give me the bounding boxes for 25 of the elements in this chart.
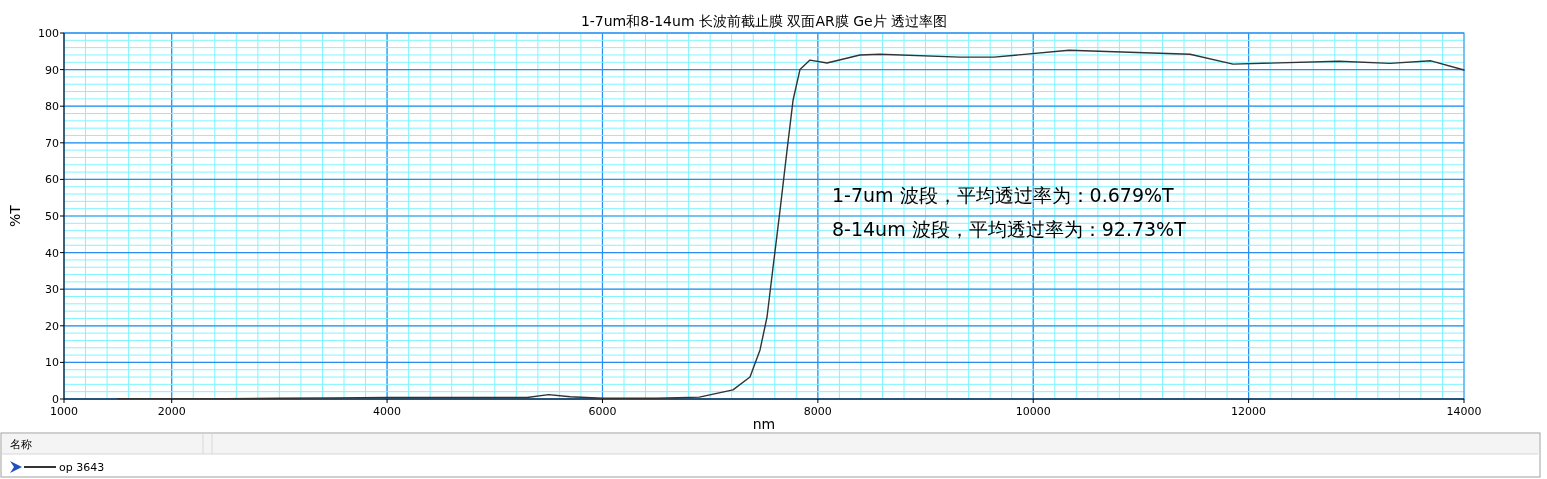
y-tick-label: 70	[45, 136, 59, 150]
x-tick-label: 6000	[588, 405, 617, 418]
x-axis-title: nm	[752, 416, 776, 432]
chart-title: 1-7um和8-14um 长波前截止膜 双面AR膜 Ge片 透过率图	[580, 13, 948, 29]
y-tick-label: 10	[45, 356, 59, 370]
y-tick-label: 20	[45, 319, 59, 333]
y-tick-label: 80	[45, 100, 59, 114]
legend-label: op 3643	[59, 461, 105, 474]
x-tick-label: 12000	[1231, 405, 1267, 418]
legend: 名称 op 3643	[0, 432, 1541, 478]
y-tick-label: 40	[45, 246, 59, 260]
x-tick-label: 2000	[157, 405, 186, 418]
x-tick-label: 1000	[50, 405, 78, 418]
x-tick-label: 4000	[373, 405, 402, 418]
y-tick-label: 30	[45, 283, 59, 297]
x-tick-label: 8000	[803, 405, 832, 418]
x-tick-label: 10000	[1015, 405, 1051, 418]
y-axis-title: %T	[7, 204, 23, 227]
x-tick-label: 14000	[1446, 405, 1482, 418]
y-tick-label: 0	[52, 393, 59, 406]
y-tick-label: 50	[45, 210, 59, 223]
legend-title: 名称	[10, 438, 32, 451]
y-tick-label: 100	[38, 27, 59, 40]
y-tick-label: 90	[45, 63, 59, 77]
y-tick-label: 60	[45, 173, 59, 187]
